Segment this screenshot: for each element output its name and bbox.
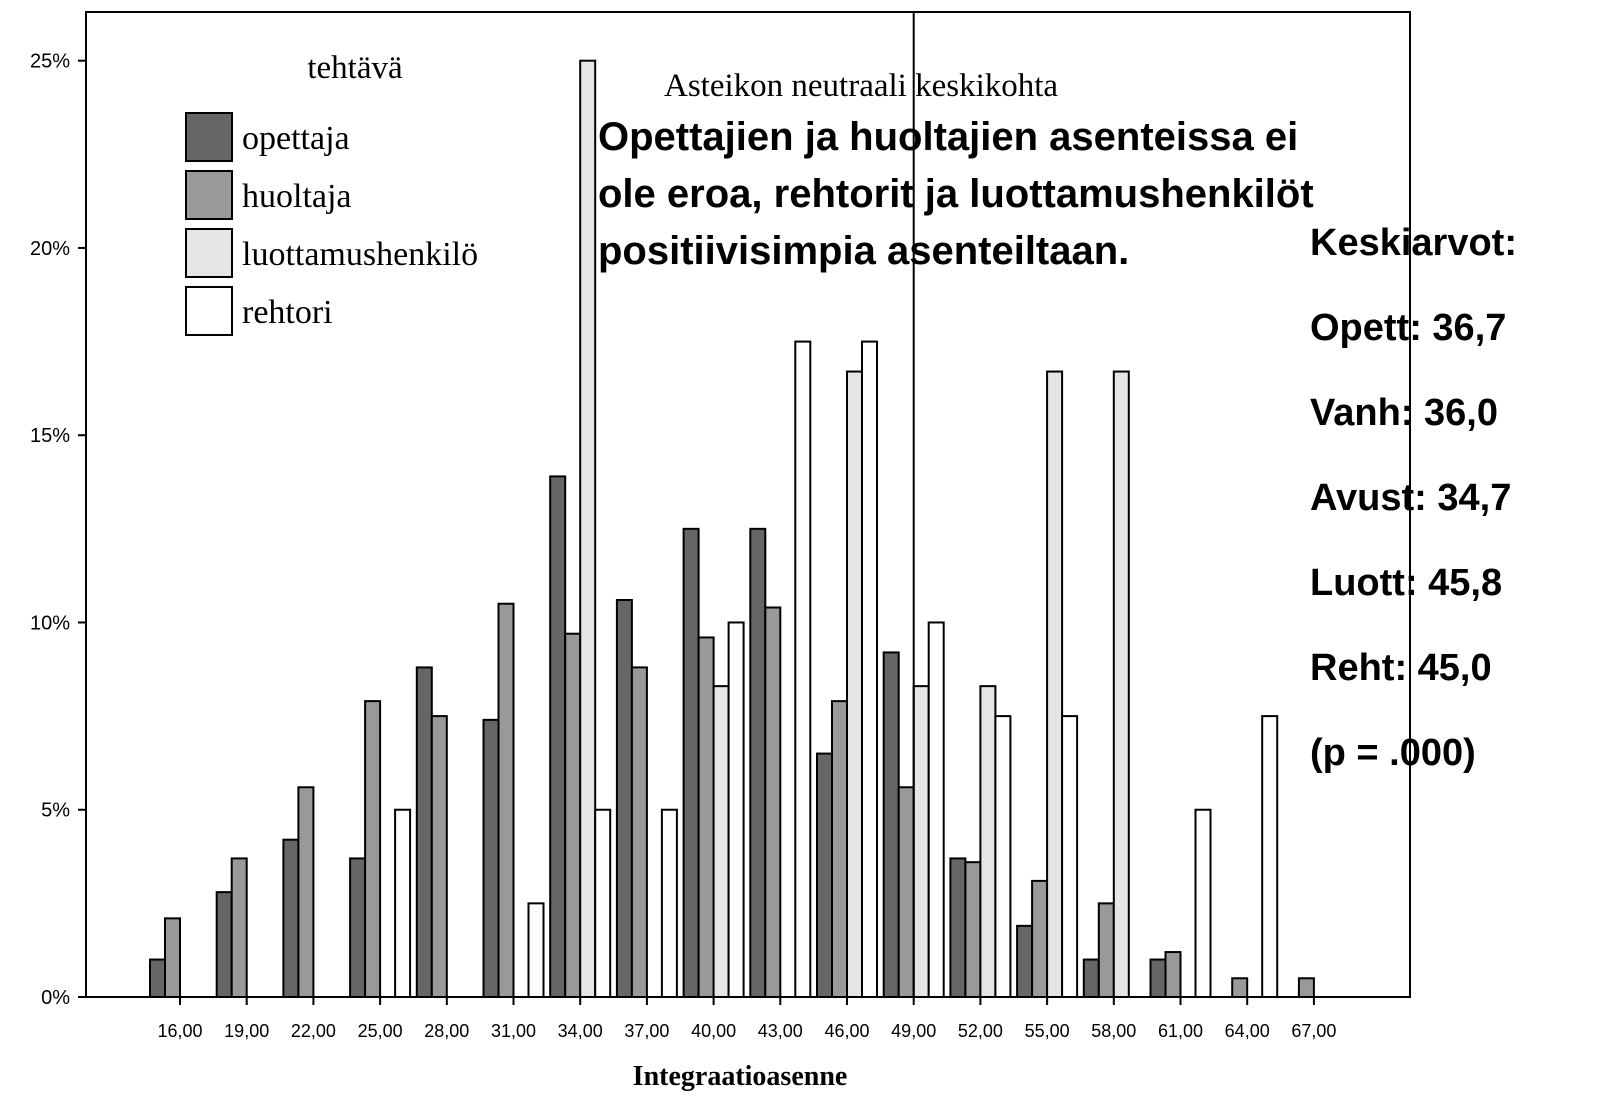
bar bbox=[1297, 977, 1315, 998]
bar bbox=[764, 606, 782, 999]
bar bbox=[497, 602, 515, 998]
legend-swatch bbox=[185, 170, 233, 220]
bar bbox=[927, 621, 945, 998]
x-tick-label: 28,00 bbox=[424, 1021, 469, 1041]
bar bbox=[230, 857, 248, 998]
bar bbox=[912, 685, 930, 998]
bar bbox=[1031, 879, 1049, 998]
bar bbox=[482, 718, 500, 998]
stat: Luott: 45,8 bbox=[1310, 562, 1502, 604]
bar bbox=[727, 621, 745, 998]
x-tick-label: 58,00 bbox=[1091, 1021, 1136, 1041]
bar bbox=[1164, 951, 1182, 998]
legend-label: rehtori bbox=[242, 294, 333, 331]
bar bbox=[630, 666, 648, 999]
bar bbox=[1261, 715, 1279, 998]
legend-swatch bbox=[185, 228, 233, 278]
legend-swatch bbox=[185, 112, 233, 162]
bar bbox=[594, 808, 612, 999]
y-tick-label: 20% bbox=[30, 238, 70, 260]
x-tick-label: 25,00 bbox=[358, 1021, 403, 1041]
bar bbox=[349, 857, 367, 998]
x-tick-label: 49,00 bbox=[891, 1021, 936, 1041]
bar bbox=[712, 685, 730, 998]
bar bbox=[861, 340, 878, 999]
legend-label: luottamushenkilö bbox=[242, 236, 478, 273]
bar bbox=[1231, 977, 1249, 998]
bar bbox=[682, 527, 700, 998]
x-tick-label: 19,00 bbox=[224, 1021, 269, 1041]
bar bbox=[394, 808, 412, 999]
x-tick-label: 55,00 bbox=[1025, 1021, 1070, 1041]
bar bbox=[794, 340, 812, 999]
bar bbox=[1149, 958, 1167, 999]
bar bbox=[749, 527, 767, 998]
y-tick-label: 5% bbox=[41, 800, 70, 822]
bar bbox=[415, 666, 433, 999]
bar bbox=[897, 786, 915, 999]
bar bbox=[816, 752, 833, 999]
y-tick-label: 25% bbox=[30, 51, 70, 73]
headline: positiivisimpia asenteiltaan. bbox=[598, 229, 1129, 273]
bar bbox=[297, 786, 315, 999]
y-tick-label: 0% bbox=[41, 987, 70, 1009]
bar bbox=[282, 838, 300, 999]
x-tick-label: 67,00 bbox=[1291, 1021, 1336, 1041]
legend-title: tehtävä bbox=[307, 50, 403, 86]
x-tick-label: 22,00 bbox=[291, 1021, 336, 1041]
x-tick-label: 64,00 bbox=[1225, 1021, 1270, 1041]
bar bbox=[979, 685, 997, 998]
bar bbox=[215, 891, 233, 998]
bar bbox=[949, 857, 967, 998]
x-tick-label: 61,00 bbox=[1158, 1021, 1203, 1041]
bar bbox=[615, 599, 633, 998]
stat: Reht: 45,0 bbox=[1310, 647, 1492, 689]
bar bbox=[1046, 370, 1064, 999]
x-tick-label: 52,00 bbox=[958, 1021, 1003, 1041]
bar bbox=[564, 632, 582, 998]
headline: Opettajien ja huoltajien asenteissa ei bbox=[598, 115, 1298, 159]
legend-swatch bbox=[185, 286, 233, 336]
bar bbox=[1097, 902, 1115, 999]
bar bbox=[846, 370, 863, 999]
headline: ole eroa, rehtorit ja luottamushenkilöt bbox=[598, 172, 1314, 216]
stat: Keskiarvot: bbox=[1310, 222, 1517, 264]
x-tick-label: 31,00 bbox=[491, 1021, 536, 1041]
bar bbox=[1082, 958, 1100, 999]
stat: (p = .000) bbox=[1310, 732, 1476, 774]
legend-label: opettaja bbox=[242, 120, 350, 157]
bar bbox=[364, 700, 382, 998]
reference-label: Asteikon neutraali keskikohta bbox=[664, 68, 1058, 104]
x-tick-label: 16,00 bbox=[157, 1021, 202, 1041]
x-tick-label: 43,00 bbox=[758, 1021, 803, 1041]
bar bbox=[964, 861, 982, 998]
bar bbox=[994, 715, 1012, 998]
bar bbox=[1016, 924, 1034, 999]
legend-label: huoltaja bbox=[242, 178, 352, 215]
bar bbox=[660, 808, 678, 999]
x-tick-label: 40,00 bbox=[691, 1021, 736, 1041]
bar bbox=[579, 59, 597, 998]
x-axis-label: Integraatioasenne bbox=[633, 1061, 848, 1092]
bar bbox=[882, 651, 900, 998]
bar bbox=[149, 958, 166, 999]
bar bbox=[164, 917, 181, 998]
bar bbox=[430, 715, 448, 998]
bar bbox=[527, 902, 545, 999]
bar bbox=[831, 700, 848, 998]
stat: Opett: 36,7 bbox=[1310, 307, 1506, 349]
stat: Vanh: 36,0 bbox=[1310, 392, 1498, 434]
bar bbox=[549, 475, 567, 998]
bar bbox=[1112, 370, 1130, 999]
x-tick-label: 37,00 bbox=[624, 1021, 669, 1041]
bar bbox=[1194, 808, 1212, 999]
bar bbox=[697, 636, 715, 999]
bar bbox=[1061, 715, 1079, 998]
stat: Avust: 34,7 bbox=[1310, 477, 1511, 519]
y-tick-label: 10% bbox=[30, 612, 70, 634]
x-tick-label: 34,00 bbox=[558, 1021, 603, 1041]
y-tick-label: 15% bbox=[30, 425, 70, 447]
x-tick-label: 46,00 bbox=[824, 1021, 869, 1041]
